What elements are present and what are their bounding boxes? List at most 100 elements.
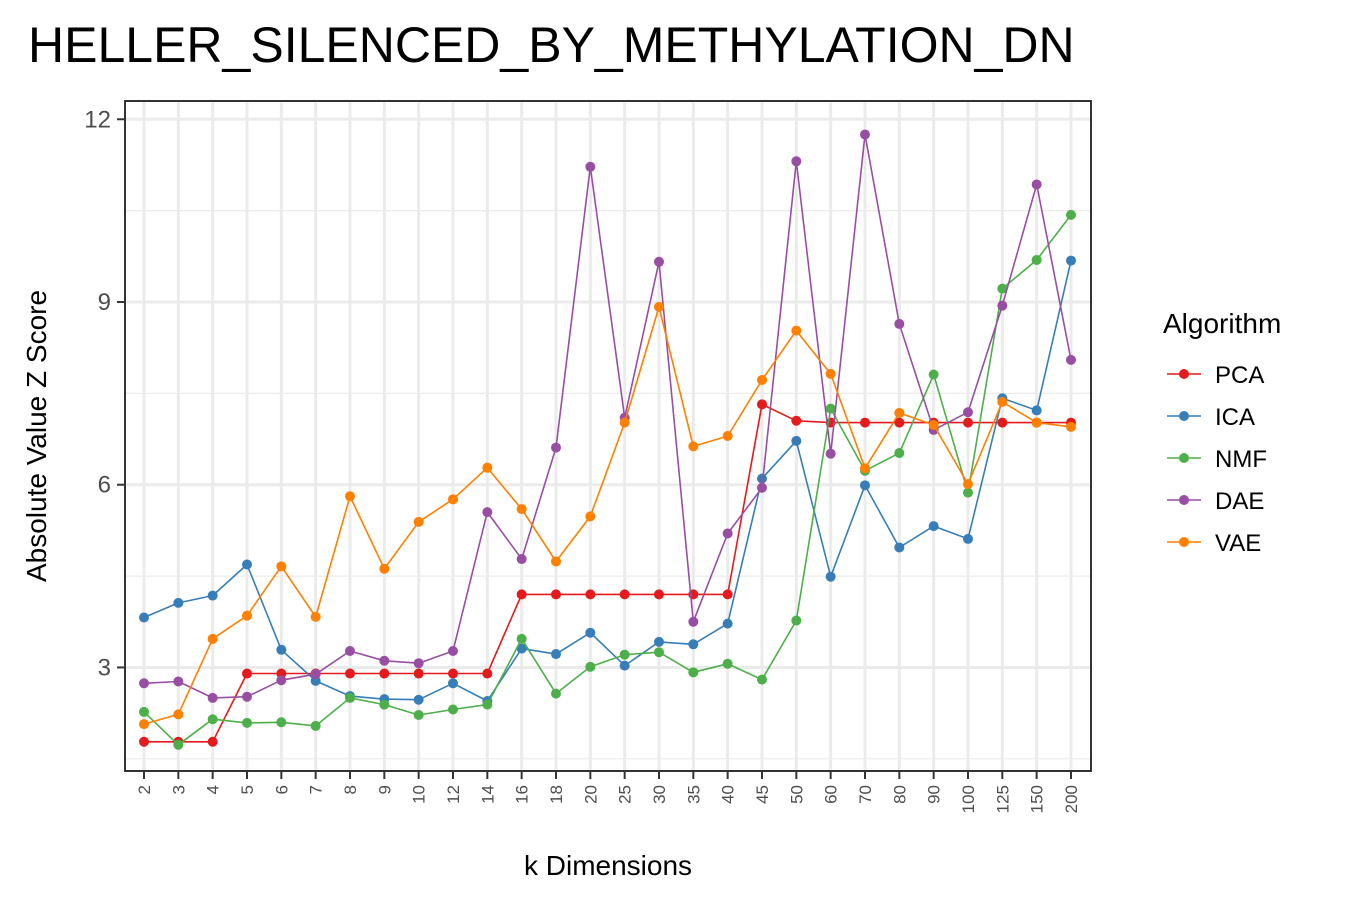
grid — [125, 101, 1091, 771]
data-point-vae — [413, 516, 424, 527]
data-point-dae — [447, 646, 458, 657]
legend-key-point-pca — [1179, 369, 1189, 379]
data-point-nmf — [173, 739, 184, 750]
data-point-dae — [1031, 179, 1042, 190]
y-tick-label: 9 — [98, 289, 111, 316]
chart-title: HELLER_SILENCED_BY_METHYLATION_DN — [28, 17, 1075, 73]
data-point-vae — [1031, 417, 1042, 428]
x-tick-label: 7 — [307, 785, 326, 794]
data-point-nmf — [447, 704, 458, 715]
x-tick-label: 125 — [993, 785, 1012, 813]
x-tick-label: 4 — [204, 785, 223, 794]
data-point-dae — [722, 528, 733, 539]
data-point-nmf — [894, 448, 905, 459]
data-point-ica — [962, 533, 973, 544]
data-point-dae — [859, 129, 870, 140]
data-point-pca — [859, 417, 870, 428]
data-point-dae — [276, 675, 287, 686]
data-point-pca — [139, 736, 149, 747]
data-point-pca — [585, 589, 596, 600]
data-point-pca — [482, 668, 493, 679]
x-tick-label: 50 — [787, 785, 806, 804]
x-tick-label: 25 — [616, 785, 635, 804]
data-point-nmf — [241, 717, 252, 728]
x-tick-label: 45 — [753, 785, 772, 804]
data-point-vae — [276, 561, 287, 572]
series-layer — [139, 129, 1076, 750]
data-point-ica — [791, 435, 802, 446]
data-point-vae — [997, 396, 1008, 407]
data-point-ica — [928, 521, 939, 532]
y-tick-label: 6 — [98, 472, 111, 499]
data-point-dae — [1065, 354, 1076, 365]
data-point-dae — [310, 669, 321, 680]
legend-label-vae: VAE — [1215, 530, 1261, 557]
data-point-dae — [516, 554, 527, 565]
data-point-ica — [550, 649, 561, 660]
data-point-ica — [447, 678, 458, 689]
data-point-ica — [173, 597, 184, 608]
data-point-pca — [653, 589, 664, 600]
series-line-ica — [143, 260, 1072, 702]
data-point-vae — [619, 417, 630, 428]
data-point-ica — [1065, 255, 1076, 266]
data-point-nmf — [928, 369, 939, 380]
plot-border — [124, 100, 1092, 772]
x-tick-label: 200 — [1062, 785, 1081, 813]
legend-title: Algorithm — [1163, 308, 1281, 339]
data-point-ica — [825, 571, 836, 582]
data-point-ica — [688, 639, 699, 650]
data-point-ica — [722, 618, 733, 629]
x-tick-label: 35 — [684, 785, 703, 804]
data-point-nmf — [310, 720, 321, 731]
data-point-nmf — [413, 709, 424, 720]
data-point-nmf — [997, 283, 1008, 294]
data-point-pca — [241, 668, 252, 679]
data-point-nmf — [482, 699, 493, 710]
data-point-pca — [791, 415, 802, 426]
data-point-vae — [550, 556, 561, 567]
data-point-dae — [756, 482, 767, 493]
data-point-dae — [653, 256, 664, 267]
data-point-pca — [413, 668, 424, 679]
data-point-vae — [894, 407, 905, 418]
x-tick-label: 10 — [410, 785, 429, 804]
data-point-pca — [962, 417, 973, 428]
data-point-vae — [516, 504, 527, 515]
data-point-dae — [139, 678, 149, 689]
legend-key-point-ica — [1179, 411, 1189, 421]
data-point-vae — [139, 719, 149, 730]
data-point-dae — [791, 156, 802, 167]
data-point-vae — [962, 479, 973, 490]
data-point-ica — [276, 644, 287, 655]
data-point-vae — [1065, 421, 1076, 432]
legend-label-dae: DAE — [1215, 488, 1264, 515]
data-point-pca — [207, 736, 218, 747]
data-point-dae — [962, 407, 973, 418]
x-tick-label: 60 — [822, 785, 841, 804]
data-point-dae — [482, 507, 493, 518]
data-point-dae — [894, 318, 905, 329]
data-point-vae — [482, 462, 493, 473]
x-tick-label: 70 — [856, 785, 875, 804]
data-point-ica — [653, 636, 664, 647]
data-point-nmf — [379, 699, 390, 710]
data-point-ica — [585, 627, 596, 638]
data-point-nmf — [619, 649, 630, 660]
x-tick-label: 150 — [1028, 785, 1047, 813]
x-tick-label: 5 — [238, 785, 257, 794]
data-point-ica — [894, 542, 905, 553]
x-tick-label: 12 — [444, 785, 463, 804]
data-point-pca — [722, 589, 733, 600]
data-point-nmf — [276, 717, 287, 728]
data-point-ica — [756, 473, 767, 484]
data-point-nmf — [207, 714, 218, 725]
data-point-nmf — [825, 403, 836, 414]
data-point-ica — [139, 612, 149, 623]
series-line-dae — [143, 133, 1072, 699]
y-tick-label: 3 — [98, 654, 111, 681]
x-tick-label: 90 — [925, 785, 944, 804]
y-tick-label: 12 — [84, 106, 111, 133]
x-tick-label: 16 — [513, 785, 532, 804]
